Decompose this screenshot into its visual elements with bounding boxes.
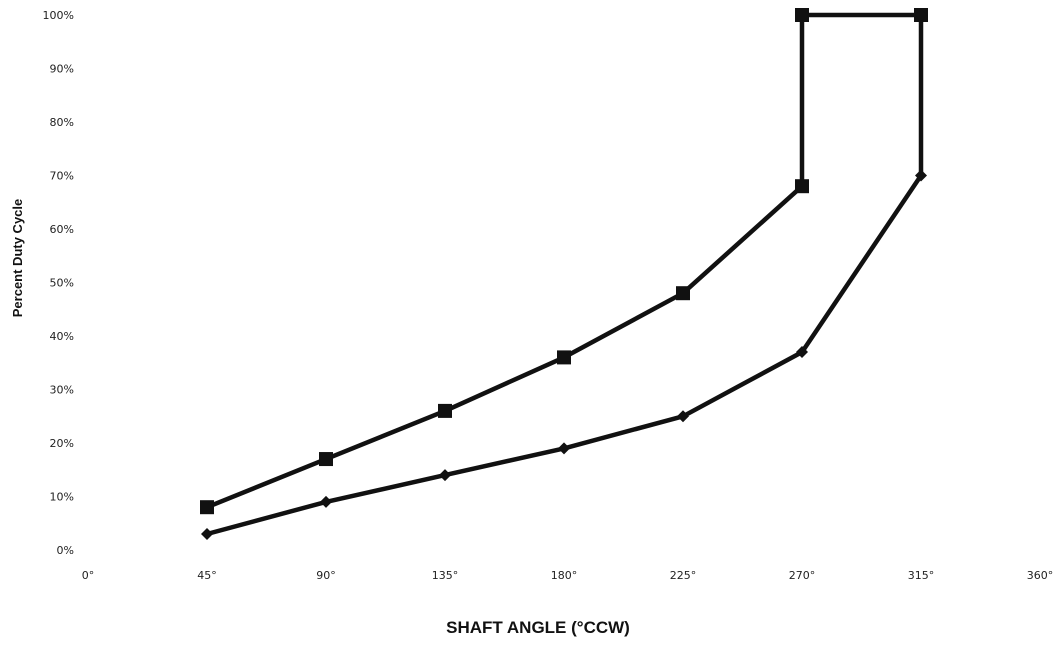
square-marker xyxy=(795,179,809,194)
x-tick-label: 45° xyxy=(197,569,217,582)
series-2 xyxy=(201,9,927,540)
y-tick-label: 70% xyxy=(50,170,74,183)
series-layer xyxy=(200,8,928,540)
x-tick-label: 360° xyxy=(1027,569,1054,582)
diamond-marker xyxy=(558,442,570,455)
diamond-marker xyxy=(439,469,451,482)
x-tick-label: 225° xyxy=(670,569,697,582)
y-tick-label: 80% xyxy=(50,116,74,129)
x-tick-label: 180° xyxy=(551,569,578,582)
series-2-line xyxy=(204,12,924,537)
diamond-marker xyxy=(915,9,927,21)
y-tick-label: 90% xyxy=(50,63,74,76)
square-marker xyxy=(676,286,690,301)
x-tick-label: 270° xyxy=(789,569,816,582)
y-axis-ticks: 0% 10% 20% 30% 40% 50% 60% 70% 80% 90% 100% xyxy=(43,9,74,557)
x-tick-label: 315° xyxy=(908,569,935,582)
square-marker xyxy=(200,500,214,515)
diamond-marker xyxy=(796,346,808,359)
y-axis-label: Percent Duty Cycle xyxy=(10,199,25,318)
square-marker xyxy=(319,452,333,467)
x-axis-label: SHAFT ANGLE (°CCW) xyxy=(446,618,630,637)
series-1 xyxy=(200,8,928,515)
y-tick-label: 40% xyxy=(50,330,74,343)
diamond-marker xyxy=(915,169,927,182)
y-tick-label: 0% xyxy=(57,544,74,557)
series-1-line xyxy=(204,12,924,510)
square-marker xyxy=(795,8,809,22)
y-tick-label: 20% xyxy=(50,437,74,450)
square-marker xyxy=(557,350,571,365)
y-tick-label: 60% xyxy=(50,223,74,236)
x-tick-label: 135° xyxy=(432,569,459,582)
y-tick-label: 10% xyxy=(50,491,74,504)
x-tick-label: 90° xyxy=(316,569,336,582)
y-tick-label: 50% xyxy=(50,277,74,290)
y-tick-label: 100% xyxy=(43,9,74,22)
x-tick-label: 0° xyxy=(82,569,95,582)
diamond-marker xyxy=(320,495,332,508)
diamond-marker xyxy=(677,410,689,423)
x-axis-ticks: 0° 45° 90° 135° 180° 225° 270° 315° 360° xyxy=(82,569,1054,582)
y-tick-label: 30% xyxy=(50,384,74,397)
diamond-marker xyxy=(201,527,213,540)
square-marker xyxy=(438,403,452,418)
